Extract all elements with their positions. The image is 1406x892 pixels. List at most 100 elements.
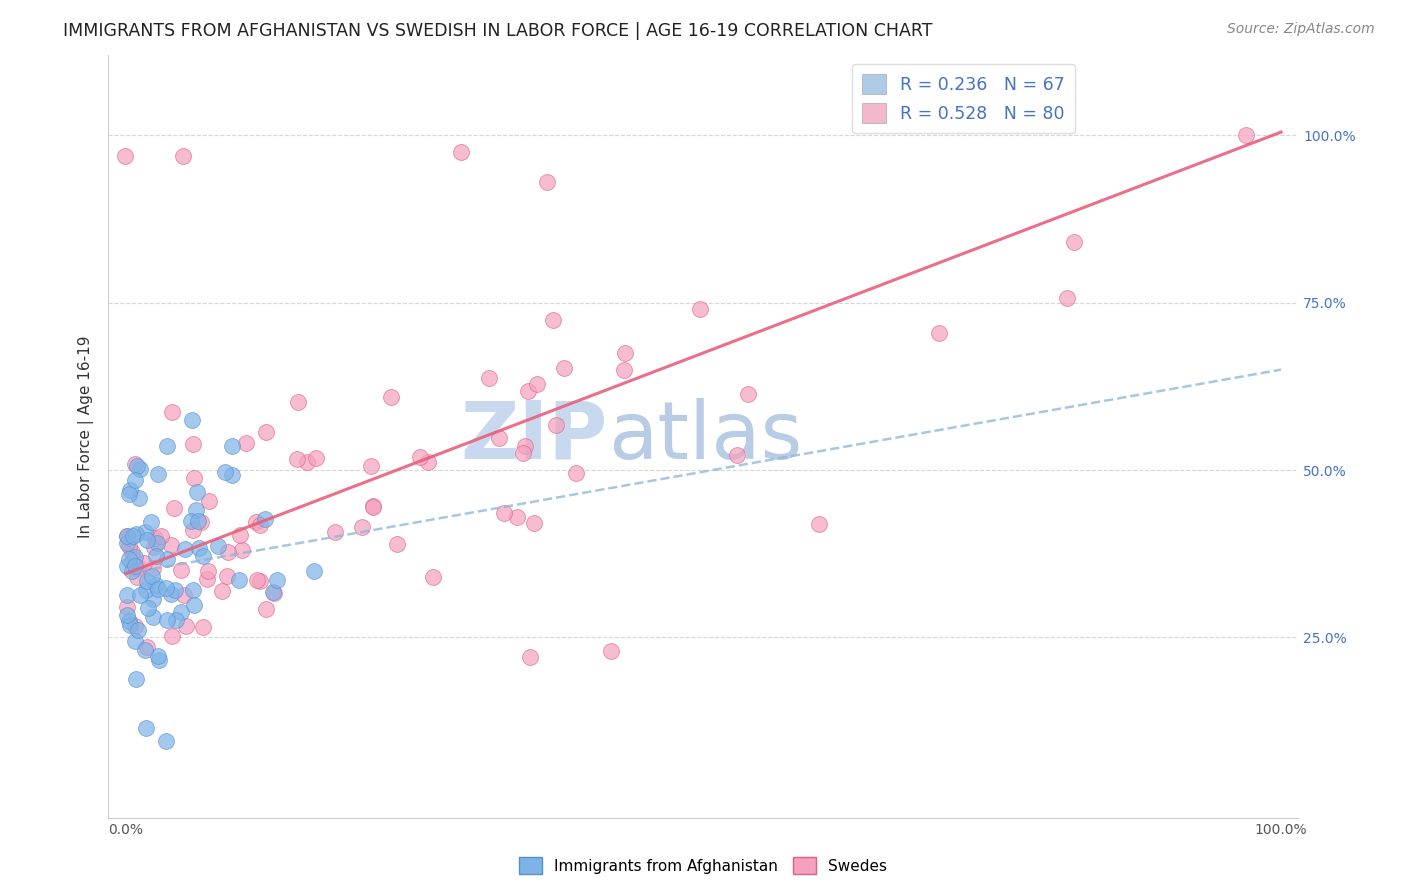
Point [114,148,136,162]
Point [155,581,177,595]
Point [159,587,181,601]
Point [197,564,219,578]
Point [184,503,207,517]
Point [285,451,308,466]
Point [488,431,510,445]
Point [124,559,146,574]
Point [155,734,177,748]
Point [191,549,214,563]
Point [128,461,150,475]
Point [1056,292,1078,306]
Point [183,583,205,598]
Point [122,529,145,543]
Point [170,606,193,620]
Point [127,623,149,637]
Point [139,515,162,529]
Y-axis label: In Labor Force | Age 16-19: In Labor Force | Age 16-19 [79,335,94,538]
Point [156,439,179,453]
Point [807,516,830,531]
Point [124,473,146,487]
Point [136,574,159,589]
Point [163,583,186,598]
Point [118,487,141,501]
Point [183,523,205,537]
Point [160,539,183,553]
Point [128,491,150,505]
Point [174,542,197,557]
Point [115,599,138,614]
Point [211,584,233,599]
Text: atlas: atlas [607,398,803,475]
Point [118,614,141,628]
Point [117,539,139,553]
Point [221,468,243,483]
Point [360,458,382,473]
Point [513,439,536,453]
Point [124,619,146,633]
Point [207,540,229,554]
Point [246,574,269,588]
Point [176,619,198,633]
Point [146,467,169,482]
Point [183,471,205,485]
Point [115,536,138,550]
Point [128,588,150,602]
Point [1063,235,1085,250]
Point [221,439,243,453]
Point [181,436,204,450]
Point [115,588,138,602]
Point [229,527,252,541]
Point [172,148,194,162]
Point [262,584,284,599]
Point [188,541,211,556]
Point [214,465,236,479]
Point [198,493,221,508]
Point [160,405,183,419]
Point [125,570,148,584]
Point [160,629,183,643]
Point [118,617,141,632]
Point [599,643,621,657]
Point [145,577,167,591]
Point [124,550,146,565]
Point [422,570,444,584]
Point [263,586,285,600]
Point [1234,128,1257,143]
Point [125,672,148,686]
Point [165,613,187,627]
Point [361,499,384,513]
Point [156,551,179,566]
Point [135,582,157,597]
Point [156,613,179,627]
Point [519,650,541,665]
Point [124,457,146,471]
Point [523,516,546,530]
Point [228,573,250,587]
Point [118,483,141,497]
Text: Source: ZipAtlas.com: Source: ZipAtlas.com [1227,22,1375,37]
Point [450,145,472,160]
Point [142,610,165,624]
Point [143,541,166,555]
Point [295,455,318,469]
Point [190,515,212,529]
Point [245,515,267,529]
Point [536,175,558,189]
Point [217,545,239,559]
Point [173,588,195,602]
Point [254,425,277,440]
Point [231,542,253,557]
Point [135,533,157,547]
Point [304,564,326,578]
Point [134,643,156,657]
Point [148,652,170,666]
Point [180,515,202,529]
Point [612,363,634,377]
Point [124,634,146,648]
Point [565,466,588,480]
Point [235,436,257,450]
Point [135,721,157,735]
Point [197,572,219,586]
Point [162,500,184,515]
Point [127,560,149,574]
